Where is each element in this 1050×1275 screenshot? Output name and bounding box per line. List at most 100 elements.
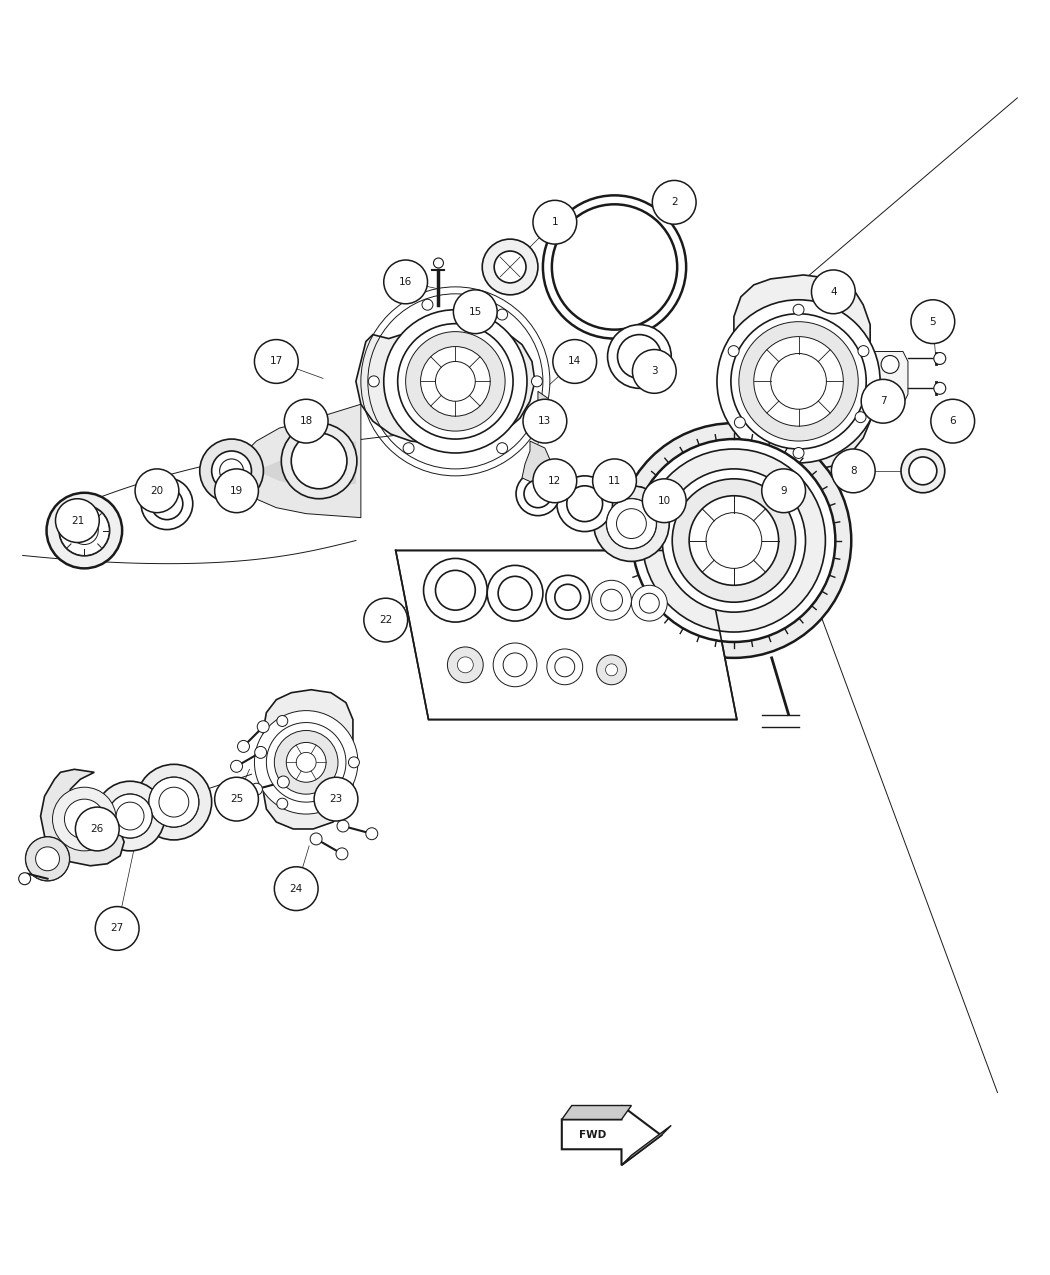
Polygon shape [562, 1105, 662, 1165]
Circle shape [495, 251, 526, 283]
Text: 9: 9 [780, 486, 786, 496]
Circle shape [497, 309, 507, 320]
Circle shape [46, 492, 122, 569]
Circle shape [858, 346, 869, 357]
Circle shape [108, 794, 152, 838]
Circle shape [465, 311, 479, 325]
Circle shape [25, 836, 69, 881]
Circle shape [277, 715, 288, 727]
Circle shape [631, 585, 667, 621]
Polygon shape [522, 441, 552, 483]
Circle shape [383, 260, 427, 303]
Circle shape [200, 439, 264, 502]
Circle shape [516, 472, 560, 515]
Circle shape [383, 310, 527, 453]
Circle shape [214, 778, 258, 821]
Circle shape [731, 314, 866, 449]
Circle shape [151, 488, 183, 520]
Circle shape [254, 710, 358, 813]
Circle shape [423, 558, 487, 622]
Circle shape [136, 764, 212, 840]
Circle shape [601, 589, 623, 611]
Circle shape [494, 643, 537, 687]
Circle shape [96, 782, 165, 850]
Circle shape [287, 742, 327, 783]
Circle shape [436, 570, 476, 611]
Text: 21: 21 [70, 515, 84, 525]
Circle shape [254, 339, 298, 384]
Circle shape [117, 802, 144, 830]
Circle shape [672, 479, 796, 602]
Text: 25: 25 [230, 794, 244, 805]
Polygon shape [528, 391, 554, 439]
Polygon shape [622, 1126, 671, 1165]
Circle shape [403, 442, 414, 454]
Polygon shape [264, 690, 353, 829]
Circle shape [567, 486, 603, 521]
Circle shape [593, 486, 669, 561]
Circle shape [281, 423, 357, 499]
Text: 17: 17 [270, 357, 282, 366]
Circle shape [643, 479, 686, 523]
Polygon shape [356, 321, 534, 444]
Circle shape [212, 451, 251, 491]
Text: 10: 10 [657, 496, 671, 506]
Text: FWD: FWD [579, 1131, 606, 1140]
Circle shape [901, 449, 945, 492]
Circle shape [219, 459, 244, 483]
Circle shape [543, 195, 686, 339]
Circle shape [933, 352, 946, 365]
Circle shape [596, 655, 627, 685]
Circle shape [546, 575, 590, 620]
Circle shape [108, 794, 152, 838]
Circle shape [909, 456, 937, 484]
Circle shape [237, 741, 250, 752]
Circle shape [149, 778, 198, 827]
Polygon shape [236, 404, 361, 518]
Circle shape [96, 907, 139, 950]
Text: 3: 3 [651, 366, 657, 376]
Text: 23: 23 [330, 794, 342, 805]
Circle shape [652, 181, 696, 224]
Circle shape [607, 499, 656, 548]
Circle shape [616, 509, 647, 538]
Text: 1: 1 [551, 217, 559, 227]
Circle shape [336, 848, 348, 859]
Circle shape [149, 778, 198, 827]
Circle shape [547, 649, 583, 685]
Text: 15: 15 [468, 307, 482, 316]
Text: 18: 18 [299, 416, 313, 426]
Circle shape [447, 646, 483, 682]
Circle shape [728, 346, 739, 357]
Text: 11: 11 [608, 476, 622, 486]
Circle shape [487, 565, 543, 621]
Circle shape [503, 653, 527, 677]
Circle shape [524, 479, 552, 507]
Circle shape [314, 778, 358, 821]
Polygon shape [41, 769, 124, 866]
Polygon shape [256, 441, 356, 488]
Circle shape [739, 321, 858, 441]
Circle shape [482, 240, 538, 295]
Circle shape [663, 469, 805, 612]
Polygon shape [734, 275, 870, 470]
Circle shape [454, 289, 497, 334]
Polygon shape [562, 1105, 631, 1119]
Circle shape [931, 399, 974, 442]
Circle shape [592, 459, 636, 502]
Circle shape [255, 746, 267, 759]
Circle shape [458, 657, 474, 673]
Circle shape [60, 506, 109, 556]
Circle shape [689, 496, 779, 585]
Circle shape [337, 820, 349, 833]
Circle shape [296, 752, 316, 773]
Circle shape [533, 200, 576, 244]
Circle shape [812, 270, 856, 314]
Circle shape [533, 459, 576, 502]
Circle shape [552, 204, 677, 330]
Circle shape [498, 576, 532, 611]
Circle shape [761, 469, 805, 513]
Text: 13: 13 [539, 416, 551, 426]
Circle shape [56, 499, 100, 542]
Circle shape [36, 847, 60, 871]
